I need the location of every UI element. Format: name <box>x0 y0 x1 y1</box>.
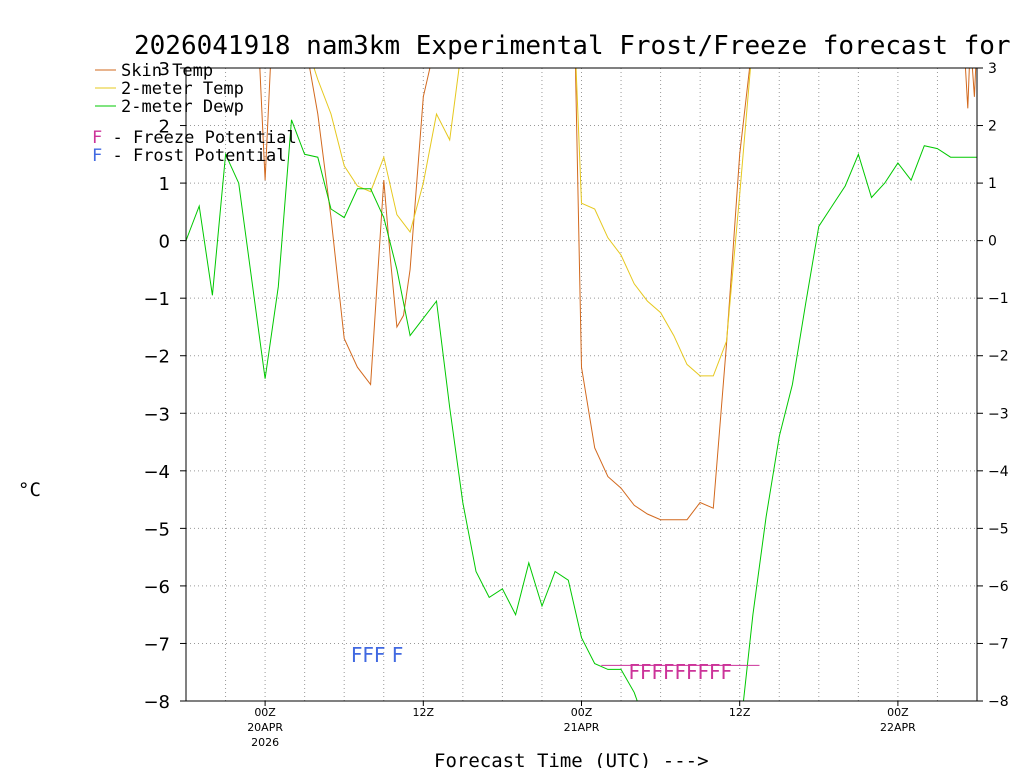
y-tick-label-left: −1 <box>143 289 170 310</box>
y-tick-label-left: −4 <box>143 462 170 483</box>
y-tick-label-right: 2 <box>988 119 997 135</box>
series-layer <box>186 68 977 701</box>
y-tick-label-right: −6 <box>988 579 1009 595</box>
freeze-letter: F <box>92 128 102 148</box>
x-axis-title: Forecast Time (UTC) ---> <box>434 750 709 768</box>
frost-letter: F <box>92 146 102 166</box>
y-tick-label-right: −2 <box>988 349 1009 365</box>
frost-potential-label: - Frost Potential <box>102 146 286 166</box>
y-tick-label-right: −1 <box>988 291 1009 307</box>
x-tick-year: 2026 <box>251 736 279 749</box>
legend: Skin Temp 2-meter Temp 2-meter Dewp F - … <box>92 61 297 166</box>
x-tick-label: 00Z <box>887 706 909 719</box>
x-tick-label: 00Z <box>254 706 276 719</box>
y-tick-label-left: 3 <box>159 59 170 80</box>
x-axis-ticks: 00Z 20APR 2026 12Z 00Z 21APR 12Z 00Z 22APR <box>247 701 916 749</box>
y-tick-label-left: −2 <box>143 347 170 368</box>
y-tick-label-left: 0 <box>159 232 170 253</box>
series-line-skin-temp <box>259 68 977 521</box>
y-tick-label-left: 2 <box>159 117 170 138</box>
y-tick-label-left: −5 <box>143 519 170 540</box>
x-tick-date: 21APR <box>564 721 600 734</box>
grid <box>186 68 978 701</box>
y-axis-ticks: 3 3 2 2 1 1 0 0 −1 −1 −2 −2 −3 −3 −4 −4 −5 −5 −6 −6 −7 −7 −8 −8 <box>143 59 1008 713</box>
y-tick-label-right: −5 <box>988 521 1009 537</box>
legend-label-2m-temp: 2-meter Temp <box>121 79 244 99</box>
y-tick-label-right: 3 <box>988 61 997 77</box>
y-tick-label-left: −7 <box>143 634 170 655</box>
y-tick-label-right: −7 <box>988 636 1009 652</box>
y-tick-label-right: −4 <box>988 464 1009 480</box>
y-tick-label-left: −8 <box>143 692 170 713</box>
series-line-2-meter-dewp <box>186 119 977 701</box>
y-tick-label-right: −8 <box>988 694 1009 710</box>
frost-potential-markers: FFF F <box>351 643 403 667</box>
x-tick-label: 00Z <box>571 706 593 719</box>
y-tick-label-left: −3 <box>143 404 170 425</box>
y-tick-label-right: 1 <box>988 176 997 192</box>
legend-freeze-potential: F - Freeze Potential <box>92 128 297 148</box>
chart-title: 2026041918 nam3km Experimental Frost/Fre… <box>134 31 1024 61</box>
legend-label-2m-dewp: 2-meter Dewp <box>121 97 244 117</box>
legend-label-skin-temp: Skin Temp <box>121 61 213 81</box>
y-tick-label-left: 1 <box>159 174 170 195</box>
y-tick-label-left: −6 <box>143 577 170 598</box>
legend-frost-potential: F - Frost Potential <box>92 146 286 166</box>
y-axis-title: °C <box>18 479 41 501</box>
x-tick-label: 12Z <box>729 706 751 719</box>
freeze-potential-label: - Freeze Potential <box>102 128 296 148</box>
y-tick-label-right: −3 <box>988 406 1009 422</box>
x-tick-date: 22APR <box>880 721 916 734</box>
freeze-potential-markers: FFFFFFFFF <box>629 660 733 684</box>
x-tick-label: 12Z <box>413 706 435 719</box>
y-tick-label-right: 0 <box>988 234 997 250</box>
series-line-2-meter-temp <box>313 68 751 377</box>
x-tick-date: 20APR <box>247 721 283 734</box>
